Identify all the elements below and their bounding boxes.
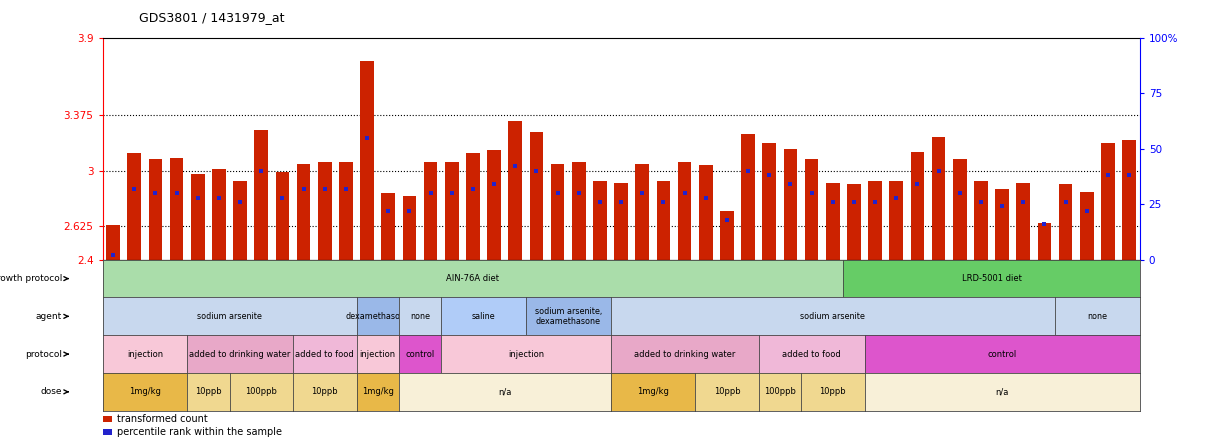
Bar	[889, 181, 903, 260]
Text: added to food: added to food	[295, 349, 355, 359]
Bar	[1079, 192, 1094, 260]
Bar	[1123, 140, 1136, 260]
Bar	[487, 150, 500, 260]
Text: injection: injection	[127, 349, 163, 359]
Bar	[699, 165, 713, 260]
Bar	[593, 181, 607, 260]
Bar	[826, 183, 839, 260]
Text: injection: injection	[359, 349, 396, 359]
Bar	[445, 162, 458, 260]
Bar	[551, 163, 564, 260]
Bar	[1037, 223, 1052, 260]
Text: dexamethasone: dexamethasone	[345, 312, 410, 321]
Bar	[191, 174, 205, 260]
Text: 10ppb: 10ppb	[714, 387, 740, 396]
Bar	[1059, 184, 1072, 260]
Text: injection: injection	[508, 349, 544, 359]
Bar	[572, 162, 586, 260]
Text: 10ppb: 10ppb	[311, 387, 338, 396]
Bar	[720, 211, 733, 260]
Bar	[742, 134, 755, 260]
Bar	[678, 162, 691, 260]
Bar	[529, 132, 543, 260]
Bar	[1017, 183, 1030, 260]
Bar	[297, 163, 310, 260]
Text: growth protocol: growth protocol	[0, 274, 62, 283]
Bar	[804, 159, 819, 260]
Text: protocol: protocol	[25, 349, 62, 359]
Bar	[868, 181, 882, 260]
Bar	[103, 429, 112, 435]
Text: none: none	[1088, 312, 1107, 321]
Bar	[403, 196, 416, 260]
Bar	[339, 162, 353, 260]
Bar	[953, 159, 967, 260]
Bar	[361, 61, 374, 260]
Bar	[974, 181, 988, 260]
Text: 100ppb: 100ppb	[763, 387, 796, 396]
Bar	[762, 143, 777, 260]
Text: GDS3801 / 1431979_at: GDS3801 / 1431979_at	[139, 12, 285, 24]
Text: sodium arsenite,
dexamethasone: sodium arsenite, dexamethasone	[534, 307, 602, 326]
Text: agent: agent	[36, 312, 62, 321]
Text: 1mg/kg: 1mg/kg	[637, 387, 669, 396]
Text: n/a: n/a	[995, 387, 1008, 396]
Text: transformed count: transformed count	[117, 414, 207, 424]
Bar	[911, 152, 924, 260]
Text: dose: dose	[41, 387, 62, 396]
Text: saline: saline	[472, 312, 496, 321]
Bar	[212, 170, 226, 260]
Bar	[995, 189, 1009, 260]
Bar	[275, 172, 289, 260]
Bar	[128, 153, 141, 260]
Text: percentile rank within the sample: percentile rank within the sample	[117, 427, 282, 437]
Bar	[1101, 143, 1114, 260]
Text: AIN-76A diet: AIN-76A diet	[446, 274, 499, 283]
Text: added to drinking water: added to drinking water	[634, 349, 736, 359]
Text: added to food: added to food	[783, 349, 841, 359]
Text: 10ppb: 10ppb	[819, 387, 847, 396]
Text: control: control	[405, 349, 434, 359]
Bar	[656, 181, 671, 260]
Bar	[233, 181, 247, 260]
Text: sodium arsenite: sodium arsenite	[197, 312, 262, 321]
Bar	[636, 163, 649, 260]
Bar	[614, 183, 628, 260]
Bar	[148, 159, 163, 260]
Text: LRD-5001 diet: LRD-5001 diet	[961, 274, 1021, 283]
Bar	[318, 162, 332, 260]
Bar	[847, 184, 861, 260]
Bar	[170, 158, 183, 260]
Text: control: control	[988, 349, 1017, 359]
Bar	[381, 193, 396, 260]
Bar	[466, 153, 480, 260]
Bar	[932, 137, 946, 260]
Bar	[423, 162, 438, 260]
Text: 1mg/kg: 1mg/kg	[362, 387, 393, 396]
Bar	[509, 121, 522, 260]
Bar	[254, 130, 268, 260]
Text: 1mg/kg: 1mg/kg	[129, 387, 160, 396]
Text: n/a: n/a	[498, 387, 511, 396]
Text: 100ppb: 100ppb	[245, 387, 277, 396]
Text: none: none	[410, 312, 431, 321]
Text: added to drinking water: added to drinking water	[189, 349, 291, 359]
Text: sodium arsenite: sodium arsenite	[801, 312, 865, 321]
Bar	[106, 225, 119, 260]
Text: 10ppb: 10ppb	[195, 387, 222, 396]
Bar	[103, 416, 112, 422]
Bar	[784, 149, 797, 260]
